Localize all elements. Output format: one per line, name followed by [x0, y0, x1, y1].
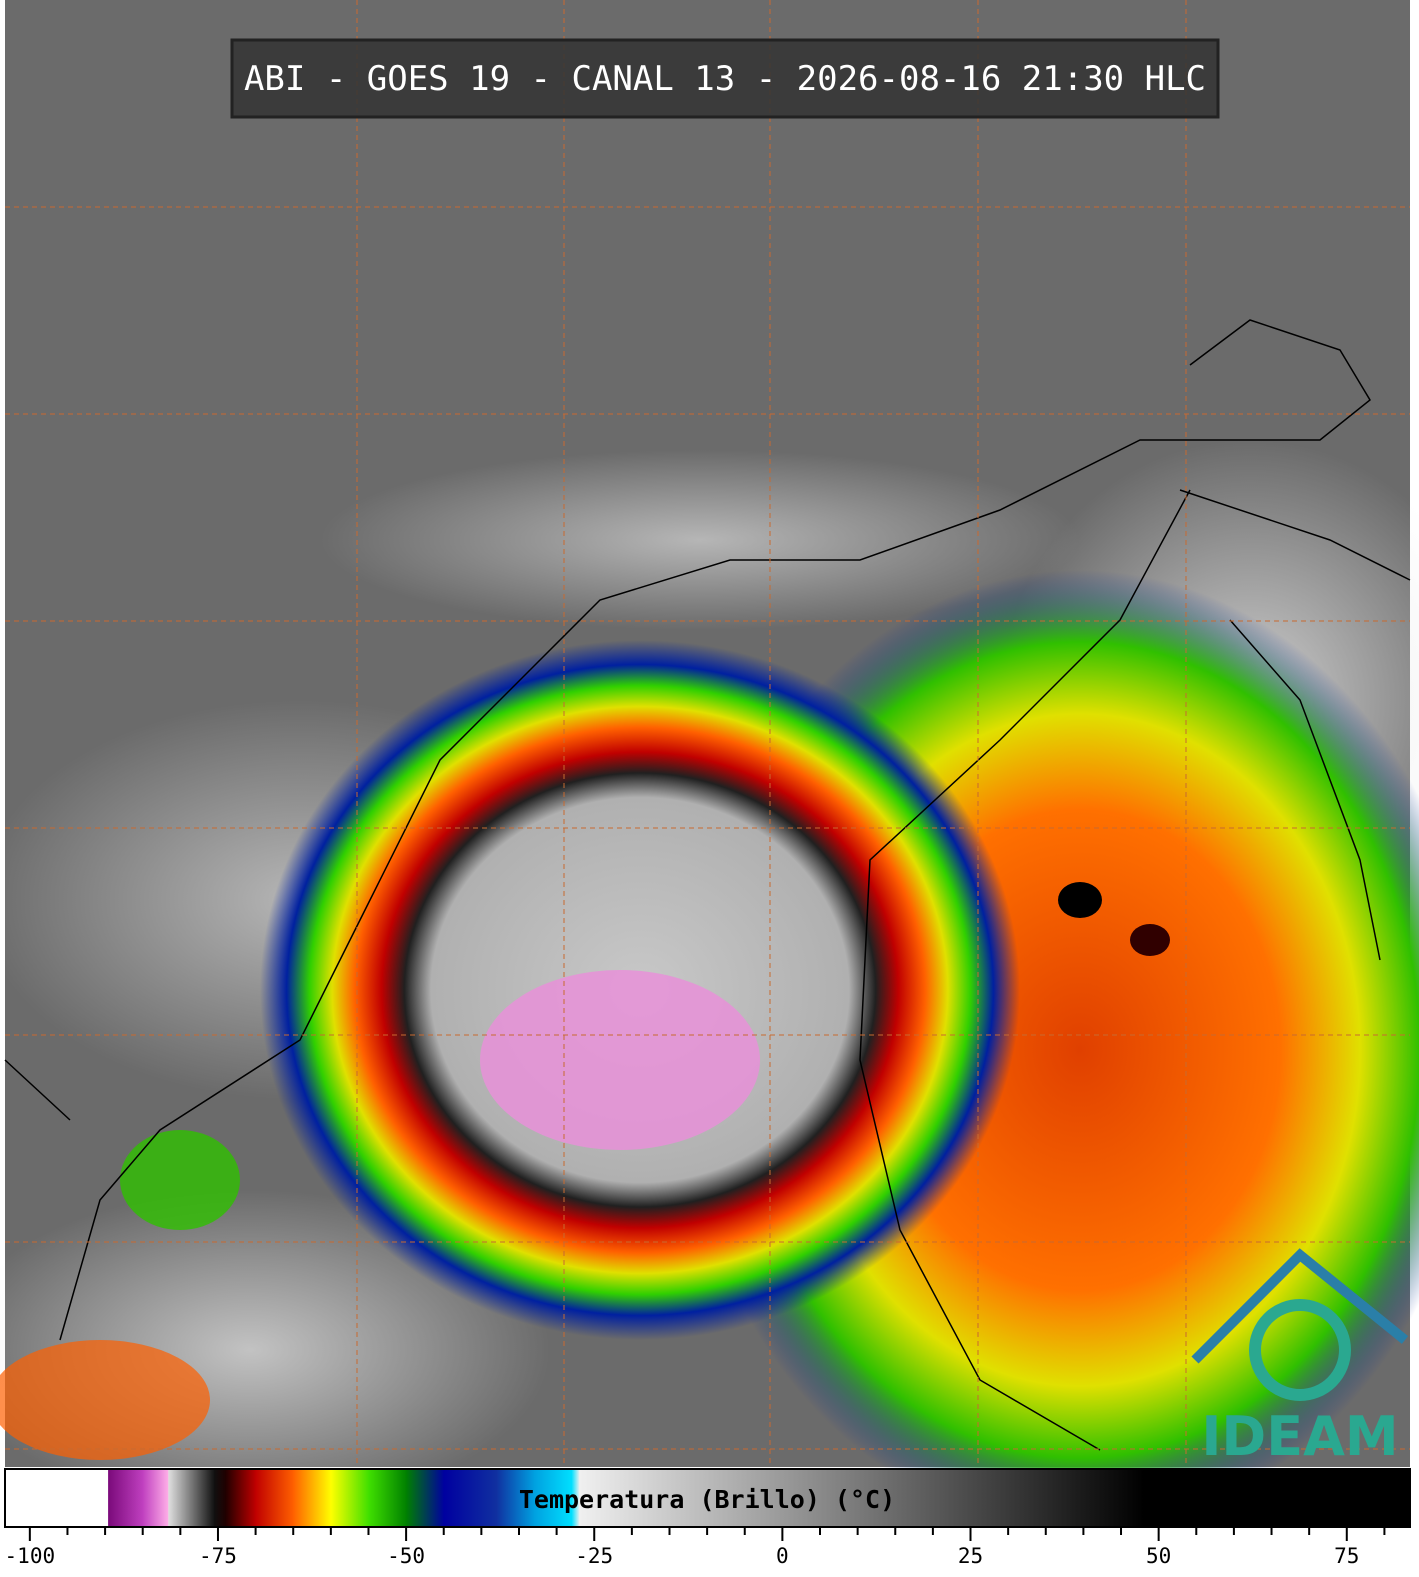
tick-label: -100 [5, 1544, 56, 1568]
logo: IDEAM [1191, 1248, 1409, 1468]
tick-label: 0 [776, 1544, 789, 1568]
tick-label: 75 [1334, 1544, 1359, 1568]
tick-label: -75 [199, 1544, 237, 1568]
colorbar-segment [330, 1469, 369, 1527]
colorbar-segment [214, 1469, 226, 1527]
colorbar-segment [168, 1469, 215, 1527]
colorbar-segment [571, 1469, 580, 1527]
colorbar-segment [496, 1469, 535, 1527]
colorbar-segment [5, 1469, 109, 1527]
colorbar-segment [142, 1469, 169, 1527]
tick-label: -50 [387, 1544, 425, 1568]
tick-label: -25 [575, 1544, 613, 1568]
colorbar-segment [293, 1469, 332, 1527]
satellite-image [0, 0, 1419, 1530]
tick-label: 25 [958, 1544, 983, 1568]
colorbar-segment [108, 1469, 144, 1527]
colorbar [5, 1469, 1411, 1527]
colorbar-segment [1143, 1469, 1411, 1527]
colorbar-label: Temperatura (Brillo) (°C) [519, 1485, 895, 1514]
colorbar-segment [406, 1469, 445, 1527]
colorbar-segment [255, 1469, 294, 1527]
colorbar-segment [368, 1469, 407, 1527]
title-box [230, 38, 1220, 119]
colorbar-segment [579, 1469, 1145, 1527]
tick-label: 50 [1146, 1544, 1171, 1568]
title: ABI - GOES 19 - CANAL 13 - 2026-08-16 21… [244, 59, 1206, 99]
colorbar-segment [225, 1469, 257, 1527]
colorbar-segment [443, 1469, 497, 1527]
logo-text: IDEAM [1201, 1405, 1398, 1468]
colorbar-segment [534, 1469, 573, 1527]
